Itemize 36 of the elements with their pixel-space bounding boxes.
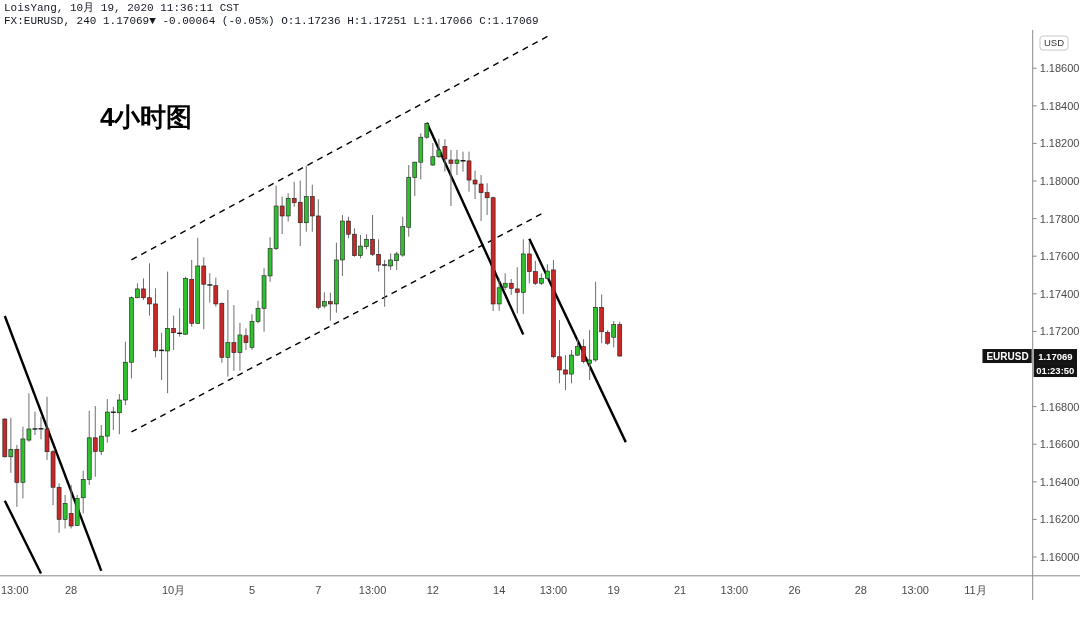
- y-tick-label: 1.18600: [1039, 62, 1080, 75]
- y-tick-label: 1.17600: [1039, 250, 1080, 263]
- y-tick-label: 1.18200: [1039, 137, 1080, 150]
- x-tick-label: 13:00: [1, 584, 29, 596]
- y-tick-label: 1.16800: [1039, 400, 1080, 413]
- x-tick-label: 21: [673, 584, 687, 596]
- annotation: FX:EURUSD, 240 1.17069▼ -0.00064 (-0.05%) O:1.17236 H:1.17251 L:1.17066 C:1.17069: [4, 15, 539, 27]
- y-tick-label: 1.17400: [1039, 287, 1080, 300]
- x-tick-label: 28: [854, 584, 868, 596]
- x-tick-label: 11月: [964, 584, 987, 596]
- y-tick-label: 1.17200: [1039, 325, 1080, 338]
- x-tick-label: 12: [426, 584, 439, 596]
- y-tick-label: 1.18400: [1039, 99, 1080, 112]
- x-tick-label: 28: [65, 584, 78, 596]
- x-tick-label: 7: [315, 584, 322, 596]
- annotation: EURUSD: [986, 350, 1029, 362]
- x-tick-label: 13:00: [539, 584, 568, 596]
- x-tick-label: 13:00: [358, 584, 387, 596]
- y-tick-label: 1.18000: [1039, 175, 1080, 187]
- x-tick-label: 10月: [162, 584, 186, 596]
- y-tick-label: 1.16200: [1039, 513, 1080, 526]
- x-tick-label: 13:00: [901, 584, 929, 596]
- subtitle: LoisYang, 10月 19, 2020 11:36:11 CST: [4, 2, 240, 14]
- annotation: 01:23:50: [1036, 364, 1075, 376]
- y-tick-label: 1.16000: [1039, 551, 1080, 563]
- annotation: 1.17069: [1038, 350, 1073, 362]
- y-tick-label: 1.16600: [1039, 438, 1080, 451]
- y-tick-label: 1.16400: [1039, 475, 1080, 488]
- title: 4小时图: [100, 102, 193, 132]
- x-tick-label: 26: [788, 584, 801, 596]
- y-tick-label: 1.17800: [1039, 212, 1080, 225]
- x-tick-label: 13:00: [720, 584, 749, 596]
- x-tick-label: 19: [607, 584, 620, 596]
- ylabel: USD: [1043, 37, 1065, 48]
- x-tick-label: 14: [493, 584, 506, 596]
- x-tick-label: 5: [248, 584, 256, 596]
